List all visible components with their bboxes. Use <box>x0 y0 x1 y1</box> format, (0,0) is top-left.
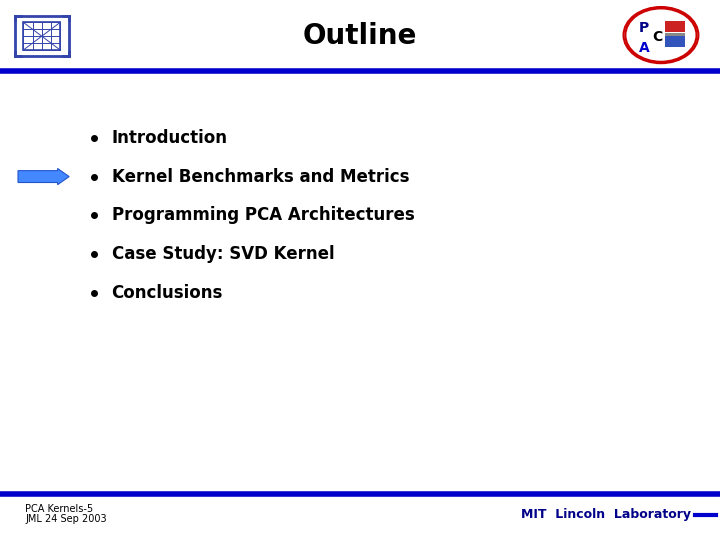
FancyArrow shape <box>18 168 69 185</box>
Text: A: A <box>639 40 649 55</box>
Circle shape <box>626 9 696 62</box>
Bar <box>15 16 69 56</box>
Text: Conclusions: Conclusions <box>112 284 223 302</box>
Text: Programming PCA Architectures: Programming PCA Architectures <box>112 206 414 225</box>
Bar <box>665 36 685 47</box>
Circle shape <box>624 7 698 63</box>
Text: P: P <box>639 21 649 35</box>
Text: C: C <box>652 30 662 44</box>
Bar <box>665 33 685 39</box>
Text: PCA Kernels-5: PCA Kernels-5 <box>25 504 94 514</box>
Text: MIT  Lincoln  Laboratory: MIT Lincoln Laboratory <box>521 508 691 521</box>
Text: Outline: Outline <box>303 22 417 50</box>
Text: JML 24 Sep 2003: JML 24 Sep 2003 <box>25 515 107 524</box>
Text: Introduction: Introduction <box>112 129 228 147</box>
Text: Kernel Benchmarks and Metrics: Kernel Benchmarks and Metrics <box>112 167 409 186</box>
Bar <box>23 22 60 50</box>
Text: Case Study: SVD Kernel: Case Study: SVD Kernel <box>112 245 334 264</box>
Bar <box>665 21 685 32</box>
